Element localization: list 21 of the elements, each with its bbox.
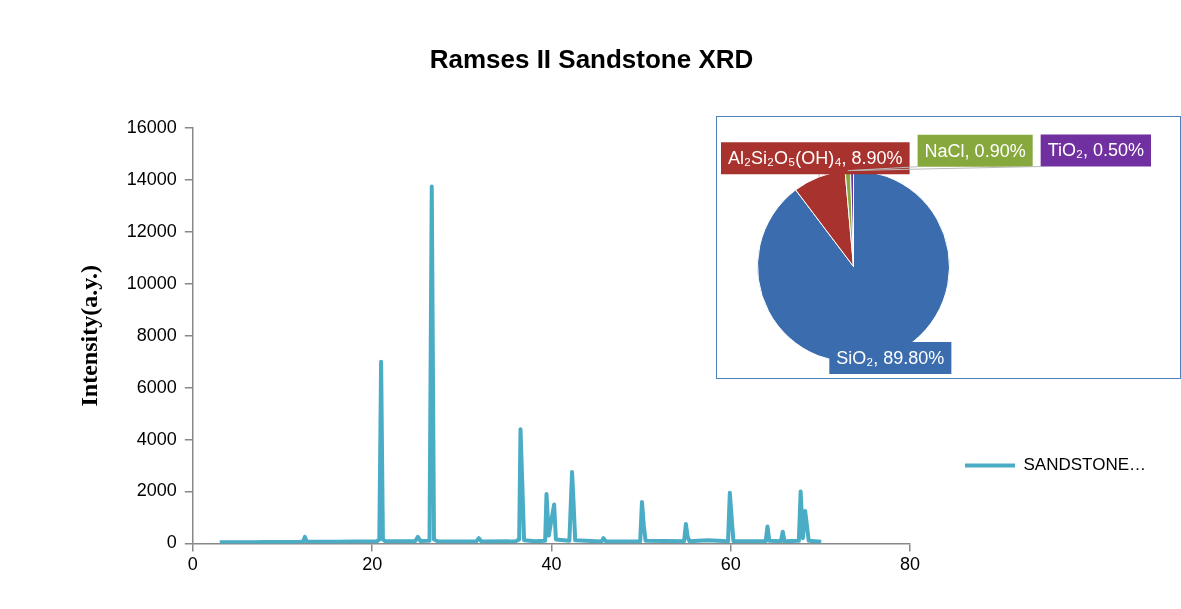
y-tick-label: 8000 (136, 324, 177, 345)
x-tick-label: 80 (900, 554, 921, 575)
x-tick-label: 60 (720, 554, 741, 575)
y-tick-label: 4000 (136, 428, 177, 449)
y-tick-label: 14000 (126, 169, 177, 190)
y-tick-label: 6000 (136, 376, 177, 397)
y-tick-label: 10000 (126, 272, 177, 293)
legend-label: SANDSTONE… (1023, 455, 1147, 475)
slice-label: TiO₂, 0.50% (1047, 140, 1145, 161)
x-tick-label: 40 (541, 554, 562, 575)
chart-title: Ramses II Sandstone XRD (429, 43, 754, 74)
x-tick-label: 20 (362, 554, 383, 575)
y-tick-label: 16000 (126, 117, 177, 138)
y-axis-title: Intensity(a.y.) (75, 265, 102, 407)
y-tick-label: 12000 (126, 220, 177, 241)
slice-label: SiO₂, 89.80% (836, 347, 945, 368)
slice-label: NaCl, 0.90% (924, 140, 1026, 161)
y-tick-label: 2000 (136, 480, 177, 501)
y-tick-label: 0 (166, 532, 177, 553)
slice-label: Al₂Si₂O₅(OH)₄, 8.90% (727, 148, 903, 169)
x-tick-label: 0 (187, 554, 198, 575)
